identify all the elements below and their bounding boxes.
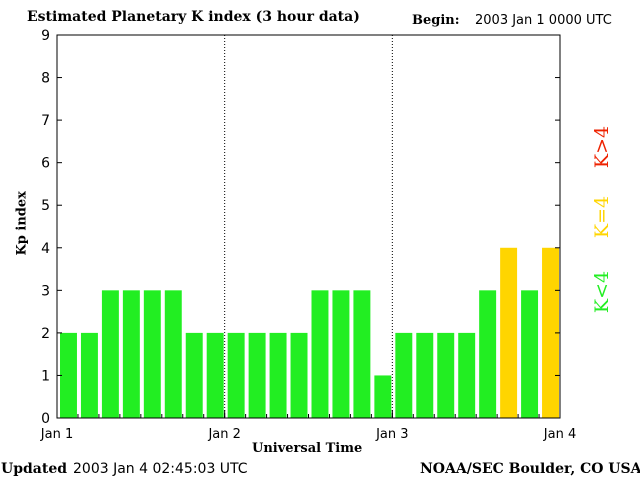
bar-7 (206, 332, 224, 418)
bar-4 (143, 290, 161, 418)
begin-value: 2003 Jan 1 0000 UTC (475, 13, 612, 28)
bar-14 (353, 290, 371, 418)
chart-title: Estimated Planetary K index (3 hour data… (27, 9, 360, 25)
bar-3 (122, 290, 140, 418)
legend-k-equal-4: K=4 (591, 195, 613, 239)
y-tick-label-7: 7 (41, 113, 50, 129)
y-tick-label-9: 9 (41, 28, 50, 44)
y-tick-label-1: 1 (41, 368, 50, 384)
y-tick-label-3: 3 (41, 283, 50, 299)
bar-17 (416, 332, 434, 418)
begin-label: Begin: (412, 13, 460, 28)
credit: NOAA/SEC Boulder, CO USA (420, 461, 640, 477)
bar-2 (101, 290, 119, 418)
bar-21 (500, 247, 518, 418)
bar-22 (521, 290, 539, 418)
bar-16 (395, 332, 413, 418)
x-tick-label-0: Jan 1 (40, 427, 73, 442)
bar-11 (290, 332, 308, 418)
bar-8 (227, 332, 245, 418)
bar-9 (248, 332, 266, 418)
legend-k-below-4: K<4 (591, 270, 613, 314)
bar-10 (269, 332, 287, 418)
x-axis-label: Universal Time (252, 441, 363, 456)
bar-5 (164, 290, 182, 418)
bar-23 (542, 247, 559, 418)
y-axis-label: Kp index (14, 191, 30, 256)
y-tick-label-5: 5 (41, 198, 50, 214)
bar-18 (437, 332, 455, 418)
bar-15 (374, 375, 392, 418)
updated-value: 2003 Jan 4 02:45:03 UTC (73, 461, 248, 477)
y-tick-label-0: 0 (41, 411, 50, 427)
bar-13 (332, 290, 350, 418)
bar-19 (458, 332, 476, 418)
y-tick-label-6: 6 (41, 156, 50, 172)
x-tick-label-1: Jan 2 (207, 427, 240, 442)
bar-6 (185, 332, 203, 418)
y-tick-label-4: 4 (41, 241, 50, 257)
bar-12 (311, 290, 329, 418)
x-tick-label-2: Jan 3 (375, 427, 408, 442)
y-tick-label-8: 8 (41, 71, 50, 87)
updated-label: Updated (1, 461, 68, 477)
legend-k-above-4: K>4 (591, 125, 613, 169)
bar-20 (479, 290, 497, 418)
y-tick-label-2: 2 (41, 326, 50, 342)
bar-1 (80, 332, 98, 418)
bar-0 (60, 332, 77, 418)
x-tick-label-3: Jan 4 (543, 427, 576, 442)
